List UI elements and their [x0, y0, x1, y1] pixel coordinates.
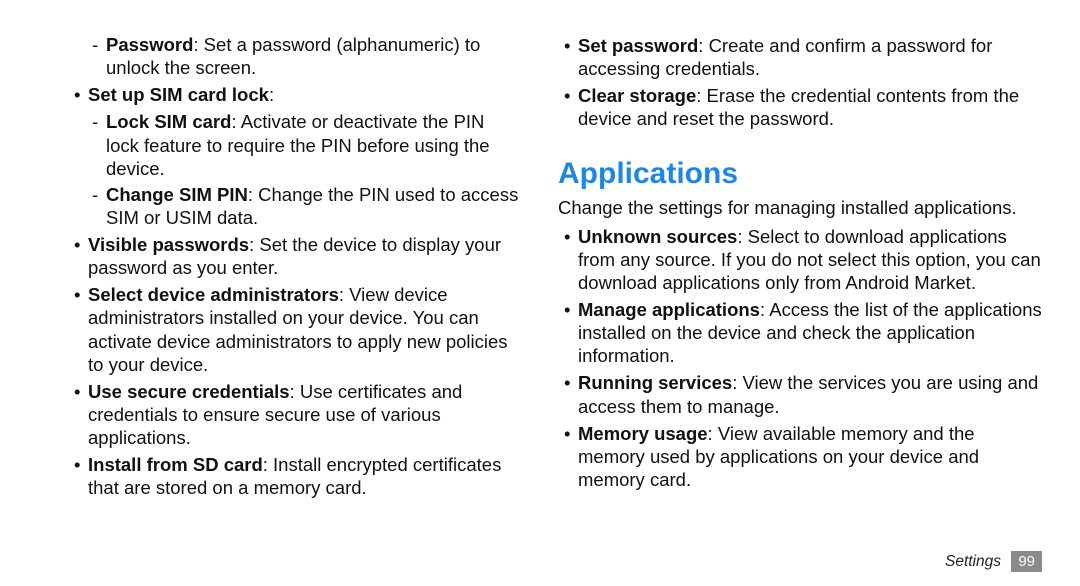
left-item-6: Use secure credentials: Use certificates…: [68, 380, 522, 449]
left-item-7-label: Install from SD card: [88, 454, 263, 475]
right-app-item-3-label: Memory usage: [578, 423, 708, 444]
left-item-2: Lock SIM card: Activate or deactivate th…: [68, 110, 522, 179]
left-item-1-label: Set up SIM card lock: [88, 84, 269, 105]
left-item-2-label: Lock SIM card: [106, 111, 231, 132]
right-top-item-1-label: Clear storage: [578, 85, 696, 106]
right-top-item-1: Clear storage: Erase the credential cont…: [558, 84, 1042, 130]
right-app-item-1: Manage applications: Access the list of …: [558, 298, 1042, 367]
right-app-item-0: Unknown sources: Select to download appl…: [558, 225, 1042, 294]
right-top-item-0-label: Set password: [578, 35, 698, 56]
left-item-3: Change SIM PIN: Change the PIN used to a…: [68, 183, 522, 229]
footer-section-label: Settings: [945, 553, 1001, 570]
right-app-item-3: Memory usage: View available memory and …: [558, 422, 1042, 491]
page-footer: Settings 99: [945, 551, 1042, 573]
manual-page: Password: Set a password (alphanumeric) …: [0, 0, 1080, 586]
right-top-item-0: Set password: Create and confirm a passw…: [558, 34, 1042, 80]
left-item-1: Set up SIM card lock:: [68, 83, 522, 106]
right-column: Set password: Create and confirm a passw…: [540, 30, 1052, 576]
left-item-6-label: Use secure credentials: [88, 381, 290, 402]
footer-page-number: 99: [1011, 551, 1042, 573]
left-item-7: Install from SD card: Install encrypted …: [68, 453, 522, 499]
applications-intro: Change the settings for managing install…: [558, 196, 1042, 219]
left-item-0-label: Password: [106, 34, 193, 55]
right-app-item-2-label: Running services: [578, 372, 732, 393]
right-app-item-2: Running services: View the services you …: [558, 371, 1042, 417]
left-item-4-label: Visible passwords: [88, 234, 249, 255]
right-app-item-0-label: Unknown sources: [578, 226, 737, 247]
left-item-4: Visible passwords: Set the device to dis…: [68, 233, 522, 279]
left-list: Password: Set a password (alphanumeric) …: [68, 33, 522, 499]
applications-heading: Applications: [558, 157, 1042, 190]
right-top-list: Set password: Create and confirm a passw…: [558, 34, 1042, 131]
left-item-3-label: Change SIM PIN: [106, 184, 248, 205]
left-item-0: Password: Set a password (alphanumeric) …: [68, 33, 522, 79]
left-item-1-text: :: [269, 84, 274, 105]
right-app-item-1-label: Manage applications: [578, 299, 760, 320]
left-item-5-label: Select device administrators: [88, 284, 339, 305]
left-item-5: Select device administrators: View devic…: [68, 283, 522, 376]
left-column: Password: Set a password (alphanumeric) …: [28, 30, 540, 576]
right-app-list: Unknown sources: Select to download appl…: [558, 225, 1042, 491]
